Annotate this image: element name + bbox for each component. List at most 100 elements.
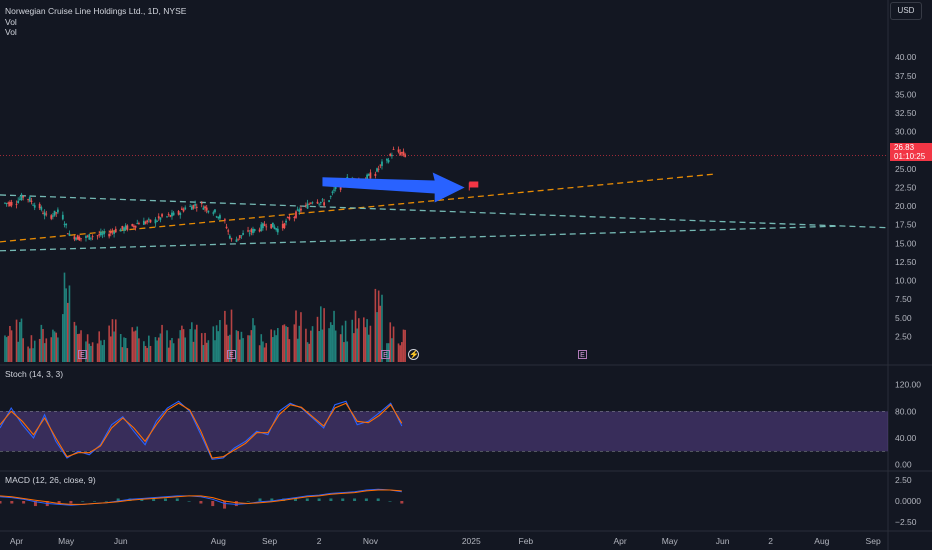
earnings-icon[interactable]: E bbox=[578, 350, 587, 359]
candle-body bbox=[28, 197, 31, 202]
macd-histogram-bar bbox=[317, 498, 321, 501]
volume-bar bbox=[42, 329, 44, 362]
volume-bar bbox=[329, 322, 332, 362]
stoch-indicator-label[interactable]: Stoch (14, 3, 3) bbox=[5, 369, 64, 379]
price-tick-label: 20.00 bbox=[895, 201, 917, 211]
stoch-k-line bbox=[0, 400, 403, 460]
flag-icon bbox=[469, 181, 479, 188]
candle-body bbox=[88, 234, 91, 240]
volume-bar bbox=[387, 343, 390, 362]
volume-bar bbox=[354, 310, 357, 362]
volume-bar bbox=[65, 288, 67, 362]
volume-bar bbox=[358, 318, 360, 362]
volume-bar bbox=[62, 314, 64, 362]
macd-panel bbox=[0, 488, 404, 509]
volume-bar bbox=[53, 331, 56, 362]
candle-body bbox=[207, 210, 210, 213]
macd-indicator-label[interactable]: MACD (12, 26, close, 9) bbox=[5, 475, 96, 485]
candle-body bbox=[52, 215, 54, 217]
macd-histogram-bar bbox=[376, 498, 380, 501]
volume-bar bbox=[40, 324, 43, 362]
earnings-icon[interactable]: E bbox=[227, 350, 236, 359]
candle-body bbox=[179, 213, 182, 216]
volume-bar bbox=[103, 339, 105, 362]
candle-body bbox=[381, 161, 383, 166]
candle-body bbox=[56, 209, 59, 213]
candle-body bbox=[101, 233, 104, 235]
candle-body bbox=[250, 229, 253, 233]
time-tick-label: Aug bbox=[211, 536, 226, 546]
volume-bar bbox=[248, 335, 251, 362]
candle-body bbox=[32, 204, 34, 206]
candle-body bbox=[10, 201, 13, 206]
volume-bar bbox=[156, 340, 158, 362]
candle-body bbox=[7, 202, 10, 204]
macd-histogram-bar bbox=[223, 501, 227, 509]
volume-bar bbox=[20, 318, 23, 362]
candle-body bbox=[166, 216, 168, 218]
candle-body bbox=[319, 201, 322, 204]
candle-body bbox=[369, 172, 372, 179]
volume-bar bbox=[55, 332, 58, 362]
volume-bar bbox=[240, 331, 243, 362]
candle-body bbox=[204, 206, 206, 209]
volume-bar bbox=[262, 341, 264, 362]
candle-body bbox=[103, 231, 106, 235]
volume-bar bbox=[179, 330, 182, 362]
volume-bar bbox=[316, 316, 319, 362]
macd-histogram-bar bbox=[116, 498, 120, 501]
candle-body bbox=[20, 194, 23, 200]
annotation-drawings[interactable] bbox=[322, 172, 479, 203]
volume-bar bbox=[17, 341, 19, 362]
candle-body bbox=[184, 207, 187, 210]
volume-bar bbox=[100, 340, 102, 362]
candle-body bbox=[223, 219, 226, 221]
earnings-icon[interactable]: E bbox=[78, 350, 87, 359]
candle-body bbox=[90, 237, 92, 239]
macd-histogram-bar bbox=[163, 498, 167, 501]
volume-bar bbox=[159, 333, 162, 362]
macd-histogram-bar bbox=[341, 498, 345, 501]
volume-bar bbox=[19, 322, 21, 362]
volume-bar bbox=[148, 335, 150, 362]
price-tick-label: 5.00 bbox=[895, 313, 912, 323]
candle-body bbox=[331, 191, 334, 193]
volume-bar bbox=[367, 334, 370, 362]
candle-body bbox=[172, 212, 175, 216]
candle-body bbox=[134, 225, 137, 228]
time-tick-label: Jun bbox=[114, 536, 128, 546]
candle-body bbox=[271, 222, 274, 228]
candle-body bbox=[76, 235, 79, 240]
volume-bar bbox=[308, 343, 311, 362]
time-tick-label: May bbox=[662, 536, 679, 546]
macd-tick-label: 2.50 bbox=[895, 475, 912, 485]
volume-bar bbox=[339, 334, 342, 362]
volume-bar bbox=[215, 325, 218, 362]
price-tick-label: 35.00 bbox=[895, 89, 917, 99]
trendlines[interactable] bbox=[0, 173, 889, 252]
currency-button[interactable]: USD bbox=[890, 2, 922, 20]
volume-bar bbox=[288, 339, 291, 362]
volume-bar bbox=[224, 310, 226, 362]
volume-bar bbox=[298, 325, 301, 362]
stoch-tick-label: 80.00 bbox=[895, 406, 917, 416]
last-price-value: 26.83 bbox=[894, 143, 915, 152]
macd-histogram-bar bbox=[104, 501, 108, 502]
candle-body bbox=[240, 235, 243, 237]
volume-bar bbox=[166, 330, 168, 362]
volume-bar bbox=[318, 331, 320, 362]
dividend-icon[interactable]: ⚡ bbox=[408, 349, 419, 360]
earnings-icon[interactable]: E bbox=[381, 350, 390, 359]
candle-body bbox=[18, 198, 21, 200]
candle-body bbox=[131, 224, 134, 227]
volume-bar bbox=[212, 326, 215, 362]
volume-bar bbox=[108, 325, 110, 362]
volume-bar bbox=[50, 337, 53, 362]
volume-bar bbox=[30, 335, 33, 362]
volume-bar bbox=[333, 310, 335, 362]
time-tick-label: Feb bbox=[519, 536, 534, 546]
macd-histogram-bar bbox=[57, 501, 61, 504]
volume-bar bbox=[194, 329, 196, 362]
candle-body bbox=[27, 199, 30, 200]
